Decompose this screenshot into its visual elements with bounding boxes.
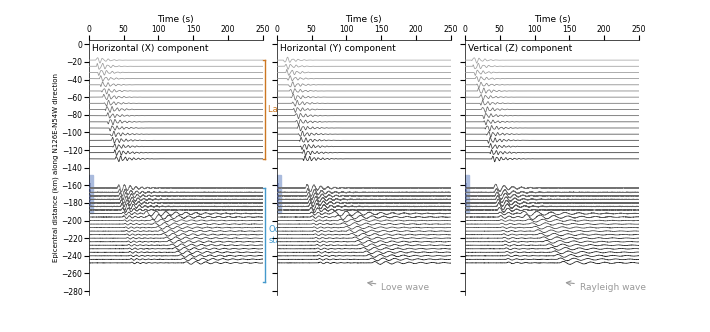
Text: ocean area: ocean area — [89, 183, 93, 206]
Text: Love wave: Love wave — [368, 281, 430, 292]
Text: ocean area: ocean area — [277, 183, 281, 206]
X-axis label: Time (s): Time (s) — [346, 15, 382, 24]
Bar — [277, 175, 281, 213]
Text: ocean area: ocean area — [465, 183, 469, 206]
Text: Vertical (Z) component: Vertical (Z) component — [469, 44, 572, 53]
Text: Ocean-bottom
stations: Ocean-bottom stations — [268, 225, 329, 245]
Bar — [89, 175, 93, 213]
Text: Rayleigh wave: Rayleigh wave — [567, 281, 646, 292]
X-axis label: Time (s): Time (s) — [534, 15, 570, 24]
Bar — [465, 175, 469, 213]
Text: Horizontal (Y) component: Horizontal (Y) component — [280, 44, 396, 53]
Text: Horizontal (X) component: Horizontal (X) component — [92, 44, 209, 53]
Text: Land stations: Land stations — [268, 105, 325, 114]
Y-axis label: Epicentral distance (km) along N126E-N54W direction: Epicentral distance (km) along N126E-N54… — [53, 73, 59, 262]
X-axis label: Time (s): Time (s) — [158, 15, 194, 24]
